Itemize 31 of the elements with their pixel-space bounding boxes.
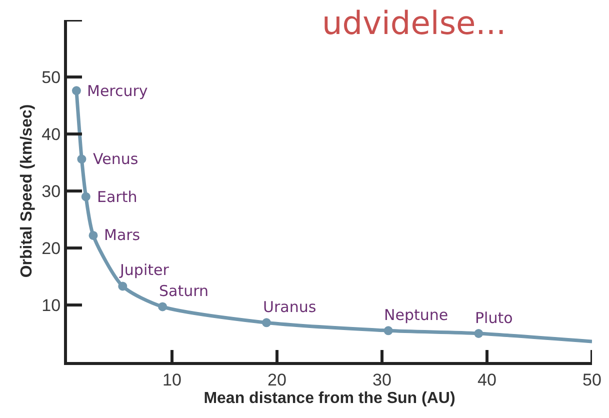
annotation: Mars (104, 226, 140, 244)
y-tick-label: 20 (42, 238, 61, 258)
annotation: Uranus (263, 298, 316, 316)
point (77, 154, 86, 164)
annotation: Saturn (159, 282, 209, 300)
x-tick-label: 20 (268, 370, 286, 390)
y-tick-label: 40 (42, 124, 61, 144)
x-tick-label: 40 (478, 370, 496, 390)
point (72, 86, 81, 96)
annotation: Mercury (87, 82, 148, 100)
annotation: Jupiter (119, 261, 170, 279)
y-tick-label: 50 (42, 68, 61, 87)
point (262, 318, 271, 328)
point (474, 329, 484, 338)
point (384, 326, 393, 336)
annotation: Pluto (475, 309, 513, 327)
annotation: Earth (97, 188, 138, 206)
annotation: udvidelse... (322, 4, 506, 42)
point (118, 282, 128, 291)
y-tick-label: 10 (42, 296, 61, 315)
annotation: Venus (93, 150, 138, 168)
x-tick-label: 10 (162, 370, 182, 390)
point (158, 302, 168, 312)
x-tick-label: 50 (582, 370, 602, 390)
point (88, 230, 98, 240)
x-axis-title: Mean distance from the Sun (AU) (204, 390, 456, 408)
x-tick-label: 30 (372, 370, 392, 390)
annotation: Neptune (384, 306, 448, 324)
point (81, 192, 90, 202)
y-tick-label: 30 (42, 182, 61, 201)
y-axis-title: Orbital Speed (km/sec) (18, 104, 36, 278)
